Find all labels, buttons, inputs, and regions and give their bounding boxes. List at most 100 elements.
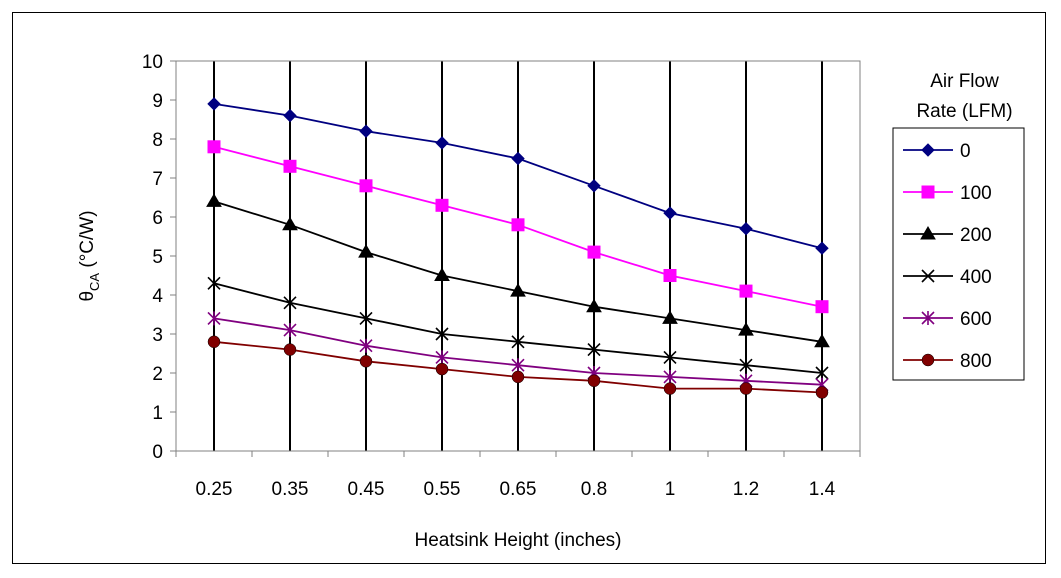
point-800-0.65 — [511, 370, 525, 384]
point-600-0.25 — [207, 311, 221, 326]
y-tick-label-3: 3 — [152, 325, 163, 346]
point-200-0.8 — [586, 298, 602, 313]
series-group — [206, 97, 830, 399]
legend: Air Flow Rate (LFM) 0 100 200 400 600 800 — [892, 71, 1025, 381]
chart-frame — [12, 12, 1046, 564]
legend-marker-400 — [921, 269, 935, 283]
series-800 — [207, 335, 829, 399]
point-100-0.65 — [511, 218, 525, 232]
point-200-0.35 — [282, 216, 298, 231]
point-400-0.8 — [587, 343, 601, 357]
point-600-0.65 — [511, 358, 525, 373]
y-axis-label-sub: CA — [87, 273, 102, 291]
point-0-0.25 — [207, 97, 221, 111]
point-800-0.8 — [587, 374, 601, 388]
point-0-1.4 — [815, 241, 829, 255]
legend-item-200: 200 — [903, 225, 992, 246]
series-600 — [207, 311, 829, 392]
legend-marker-800 — [921, 353, 935, 367]
x-tick-label-0.8: 0.8 — [581, 479, 607, 500]
x-tick-label-1.2: 1.2 — [733, 479, 759, 500]
point-0-1 — [663, 206, 677, 220]
point-400-0.35 — [283, 296, 297, 310]
point-600-1 — [663, 369, 677, 384]
point-400-0.65 — [511, 335, 525, 349]
legend-marker-200 — [920, 226, 936, 240]
point-800-1.2 — [739, 382, 753, 395]
y-axis-label-main: θ — [77, 291, 98, 302]
point-100-1.2 — [739, 284, 753, 298]
point-400-0.55 — [435, 327, 449, 341]
point-100-1.4 — [815, 300, 829, 314]
axes: 0 1 2 3 4 5 6 7 8 9 10 0.25 0.35 0.45 0.55 0.65 0.8 1 1.2 1… — [142, 52, 861, 500]
y-tick-label-5: 5 — [152, 247, 163, 268]
x-tick-label-1: 1 — [665, 479, 676, 500]
point-400-1.4 — [815, 366, 829, 380]
y-tick-label-0: 0 — [152, 442, 163, 463]
y-tick-label-2: 2 — [152, 364, 163, 385]
series-200 — [206, 193, 830, 348]
point-100-1 — [663, 269, 677, 282]
legend-item-100: 100 — [903, 183, 992, 204]
x-tick-label-0.35: 0.35 — [272, 479, 309, 500]
legend-title-line-2: Rate (LFM) — [916, 101, 1012, 122]
point-800-0.55 — [435, 362, 449, 376]
point-200-1.2 — [738, 322, 754, 336]
legend-marker-100 — [921, 185, 935, 199]
point-800-0.25 — [207, 335, 221, 349]
y-tick-label-8: 8 — [152, 130, 163, 151]
legend-label-100: 100 — [960, 183, 992, 204]
legend-title-line-1: Air Flow — [930, 71, 999, 92]
x-tick-label-0.65: 0.65 — [500, 479, 537, 500]
point-200-0.55 — [434, 267, 450, 281]
point-0-0.55 — [435, 136, 449, 150]
point-0-0.8 — [587, 179, 601, 193]
y-tick-label-9: 9 — [152, 91, 163, 112]
y-tick-label-7: 7 — [152, 169, 163, 190]
legend-label-400: 400 — [960, 267, 992, 288]
y-tick-label-4: 4 — [152, 286, 163, 307]
point-200-1.4 — [814, 333, 830, 348]
legend-label-200: 200 — [960, 225, 992, 246]
legend-label-600: 600 — [960, 309, 992, 330]
point-100-0.55 — [435, 198, 449, 212]
y-axis-label-rest: (°C/W) — [77, 210, 98, 272]
point-600-0.45 — [359, 338, 373, 353]
legend-item-600: 600 — [903, 309, 992, 330]
x-tick-label-1.4: 1.4 — [809, 479, 836, 500]
point-200-0.45 — [358, 244, 374, 258]
legend-item-800: 800 — [903, 351, 992, 372]
point-100-0.8 — [587, 245, 601, 259]
legend-item-400: 400 — [903, 267, 992, 288]
point-0-0.35 — [283, 108, 297, 123]
point-100-0.45 — [359, 179, 373, 193]
point-400-1.2 — [739, 358, 753, 372]
x-tick-label-0.55: 0.55 — [424, 479, 461, 500]
legend-label-800: 800 — [960, 351, 992, 372]
point-200-0.65 — [510, 283, 526, 297]
point-800-0.35 — [283, 343, 297, 356]
point-800-1 — [663, 382, 677, 395]
y-tick-label-10: 10 — [142, 52, 163, 73]
point-600-0.55 — [435, 350, 449, 365]
point-0-1.2 — [739, 221, 753, 236]
x-tick-label-0.25: 0.25 — [196, 479, 233, 500]
point-800-0.45 — [359, 355, 373, 368]
point-200-1 — [662, 310, 678, 324]
point-600-0.35 — [283, 323, 297, 338]
point-400-0.25 — [207, 276, 221, 290]
x-tick-label-0.45: 0.45 — [348, 479, 385, 500]
point-100-0.35 — [283, 159, 297, 173]
point-400-1 — [663, 350, 677, 364]
point-800-1.4 — [815, 386, 829, 399]
series-0 — [207, 97, 829, 255]
y-tick-label-1: 1 — [152, 403, 163, 424]
legend-item-0: 0 — [903, 141, 971, 162]
x-axis-label: Heatsink Height (inches) — [415, 530, 622, 551]
point-0-0.45 — [359, 124, 373, 138]
legend-box — [892, 127, 1025, 381]
point-200-0.25 — [206, 193, 222, 207]
series-400 — [207, 276, 829, 380]
legend-marker-600 — [921, 311, 935, 325]
